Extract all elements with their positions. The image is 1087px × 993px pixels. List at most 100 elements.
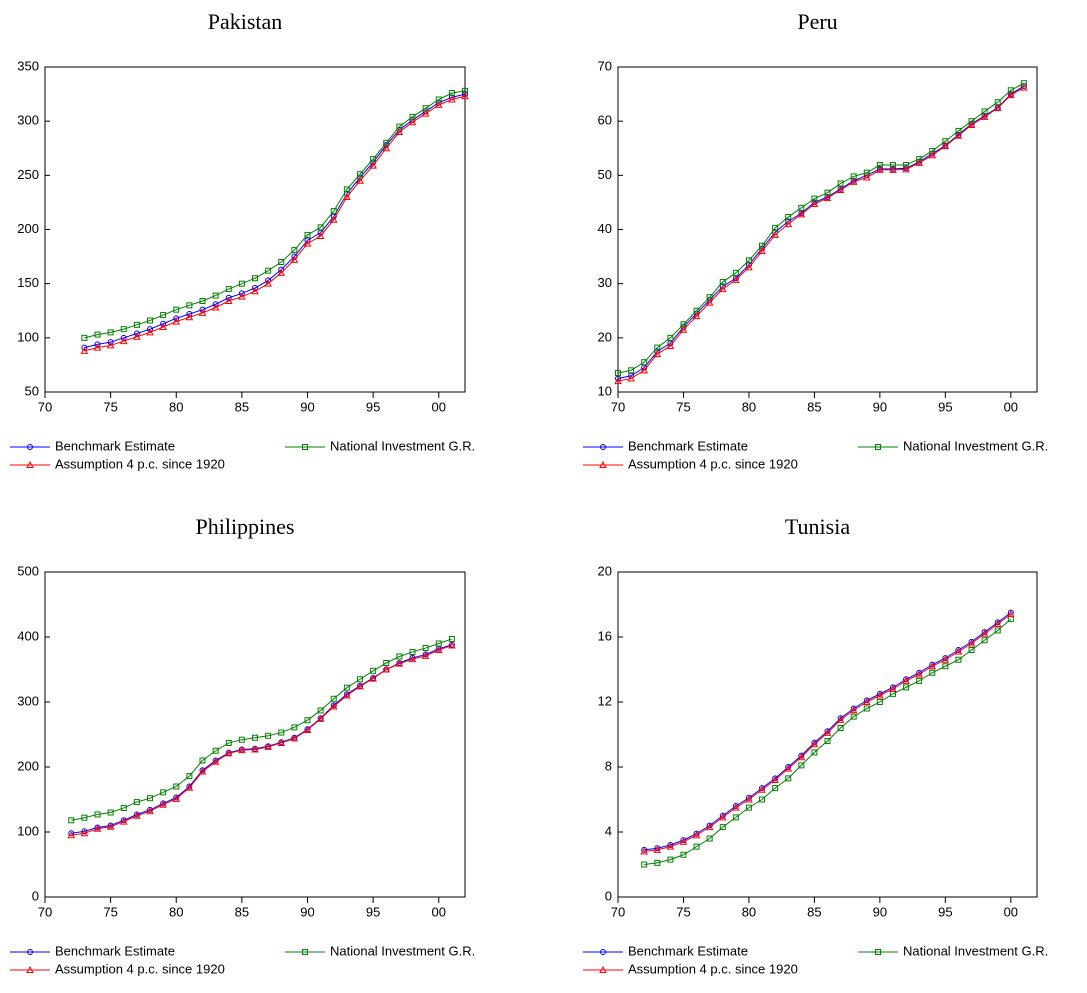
y-tick-label: 70 xyxy=(598,58,612,73)
legend-label: Assumption 4 p.c. since 1920 xyxy=(55,456,225,471)
marker xyxy=(641,861,648,868)
marker xyxy=(759,796,766,803)
marker xyxy=(745,804,752,811)
marker xyxy=(408,118,417,126)
marker xyxy=(133,799,140,806)
marker xyxy=(758,785,766,793)
marker xyxy=(107,329,114,336)
marker xyxy=(185,783,194,791)
legend-label: Benchmark Estimate xyxy=(55,943,175,958)
marker xyxy=(968,647,975,653)
x-tick-label: 75 xyxy=(676,399,690,414)
marker xyxy=(147,317,153,324)
series-line xyxy=(71,644,453,836)
series-line xyxy=(617,87,1025,382)
marker xyxy=(889,684,897,692)
y-tick-label: 8 xyxy=(605,758,612,773)
marker xyxy=(628,367,635,374)
marker xyxy=(265,732,272,739)
x-tick-label: 80 xyxy=(169,904,183,919)
marker xyxy=(837,725,844,731)
marker xyxy=(146,807,154,815)
marker xyxy=(798,752,805,759)
marker xyxy=(185,313,194,321)
series-line xyxy=(617,85,1025,379)
marker xyxy=(915,158,923,166)
marker xyxy=(119,337,128,345)
marker xyxy=(941,655,950,663)
marker xyxy=(94,331,101,338)
marker xyxy=(317,224,324,231)
legend-label: Assumption 4 p.c. since 1920 xyxy=(55,961,225,976)
marker xyxy=(67,831,76,839)
marker xyxy=(329,215,338,223)
marker xyxy=(147,326,153,333)
marker xyxy=(772,785,779,792)
marker xyxy=(173,783,180,790)
marker xyxy=(265,267,272,274)
marker xyxy=(929,669,936,676)
series-line xyxy=(84,95,466,352)
marker xyxy=(732,814,739,821)
series-line xyxy=(644,612,1012,851)
marker xyxy=(421,109,430,117)
chart-title: Tunisia xyxy=(785,514,850,539)
y-tick-label: 250 xyxy=(17,167,39,182)
y-tick-label: 500 xyxy=(17,563,39,578)
plot-frame xyxy=(44,571,466,898)
y-tick-label: 200 xyxy=(17,221,39,236)
x-tick-label: 70 xyxy=(611,904,625,919)
marker xyxy=(278,729,285,736)
chart-title: Philippines xyxy=(195,514,294,539)
marker xyxy=(876,165,884,173)
marker xyxy=(667,334,674,341)
marker xyxy=(954,647,963,655)
marker xyxy=(640,366,649,374)
marker xyxy=(994,627,1001,634)
marker xyxy=(903,162,910,169)
marker xyxy=(252,275,258,282)
marker xyxy=(422,645,429,652)
marker xyxy=(653,350,662,358)
marker xyxy=(915,670,923,678)
marker xyxy=(706,835,713,842)
marker xyxy=(903,684,910,691)
marker xyxy=(916,156,923,163)
marker xyxy=(303,239,312,247)
legend-label: Assumption 4 p.c. since 1920 xyxy=(628,456,798,471)
marker xyxy=(679,837,688,845)
marker xyxy=(81,828,88,835)
marker xyxy=(667,842,674,848)
marker xyxy=(745,257,752,264)
marker xyxy=(396,653,403,660)
marker xyxy=(967,120,976,128)
x-tick-label: 90 xyxy=(300,399,314,414)
marker xyxy=(278,259,285,265)
x-tick-label: 85 xyxy=(807,399,821,414)
marker xyxy=(1020,80,1027,87)
y-tick-label: 20 xyxy=(598,563,612,578)
marker xyxy=(916,677,923,684)
marker xyxy=(199,298,206,304)
x-tick-label: 95 xyxy=(366,399,380,414)
marker xyxy=(395,659,404,667)
marker xyxy=(329,702,338,710)
y-tick-label: 0 xyxy=(605,888,612,903)
marker xyxy=(771,775,779,783)
x-tick-label: 80 xyxy=(742,399,756,414)
marker xyxy=(343,684,350,691)
marker xyxy=(666,341,675,349)
marker xyxy=(80,346,89,354)
y-tick-label: 16 xyxy=(598,628,612,643)
marker xyxy=(1007,609,1014,616)
marker xyxy=(160,789,167,796)
marker xyxy=(654,859,661,866)
marker xyxy=(732,269,739,276)
series-line xyxy=(84,93,466,349)
marker xyxy=(357,676,363,683)
marker xyxy=(133,330,140,337)
marker xyxy=(356,682,364,690)
marker xyxy=(902,165,910,173)
marker xyxy=(212,301,219,308)
legend-label: Assumption 4 p.c. since 1920 xyxy=(628,961,798,976)
